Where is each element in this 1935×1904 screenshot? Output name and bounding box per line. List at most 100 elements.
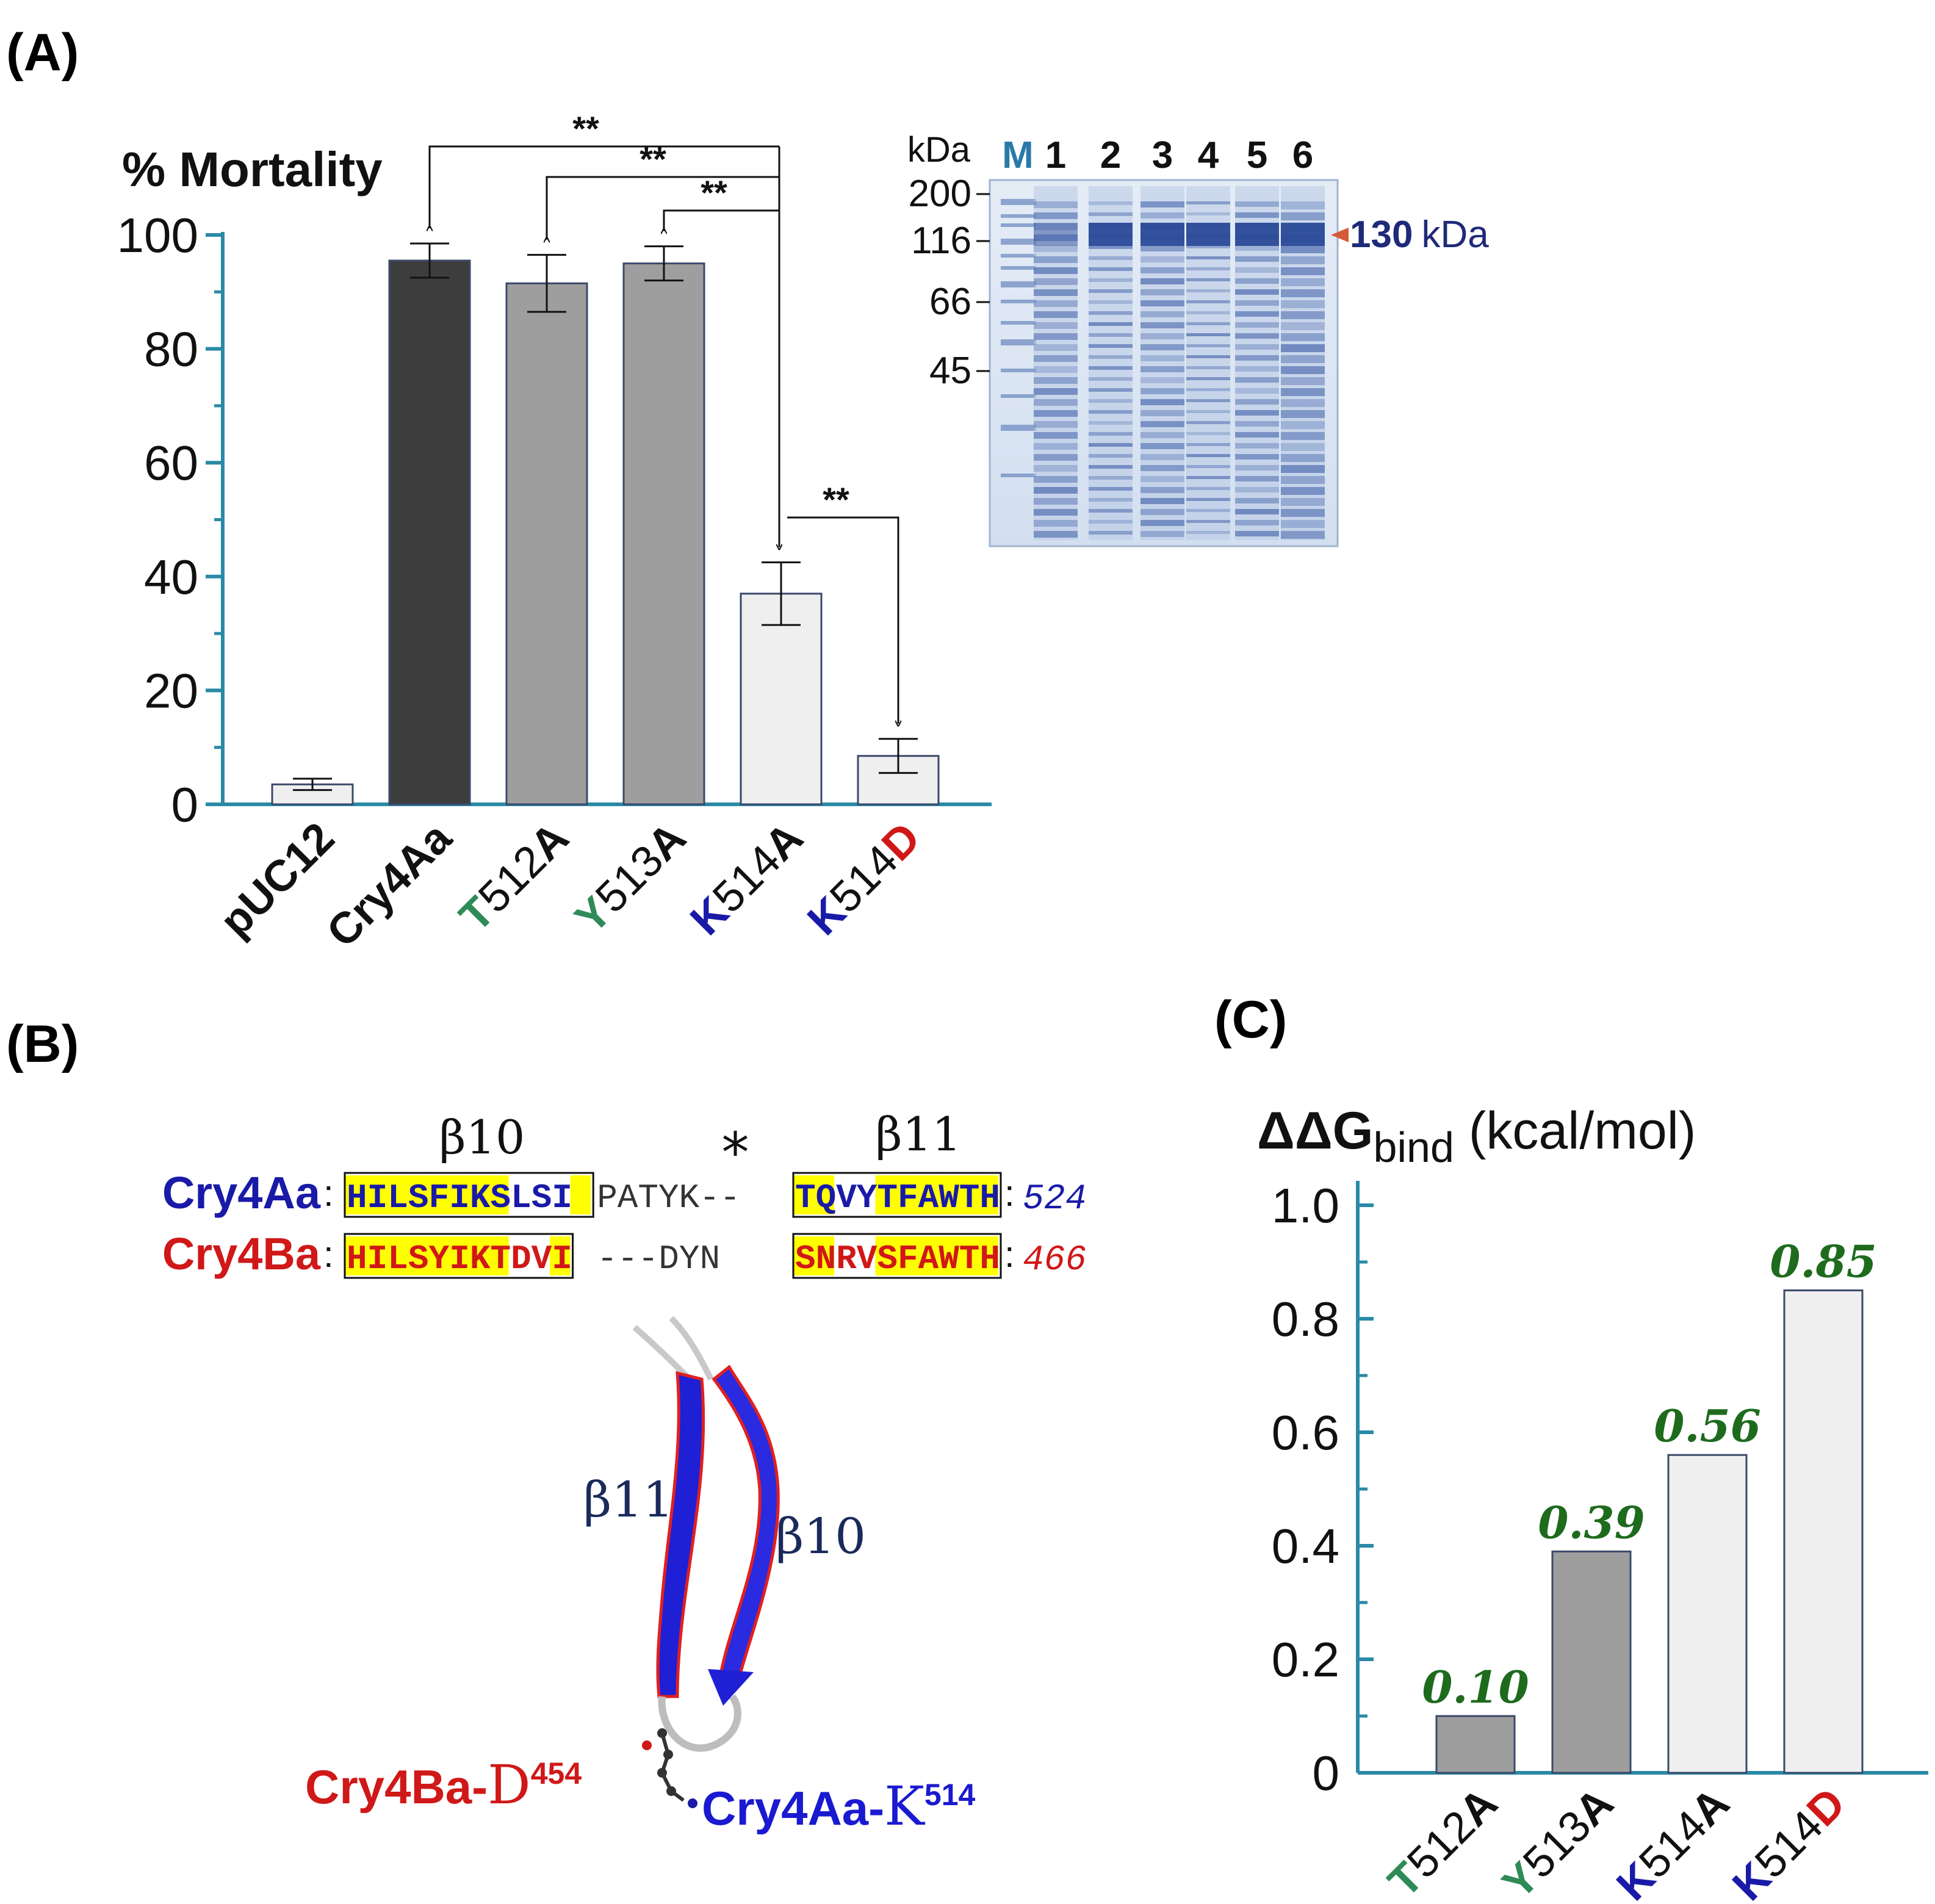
alignment-highlight — [957, 1175, 978, 1214]
band-size-value: 130 — [1350, 214, 1413, 256]
protein-band — [1186, 487, 1230, 490]
mortality-x-label: Cry4Aa — [317, 813, 461, 957]
protein-band — [1186, 333, 1230, 336]
protein-band — [1034, 355, 1078, 362]
protein-band — [1034, 245, 1078, 252]
alignment-highlight — [406, 1236, 427, 1275]
alignment-block-frame — [792, 1172, 1002, 1218]
alignment-sequence-block: TQVYTFAWTH — [795, 1178, 1000, 1217]
protein-band — [1235, 300, 1279, 306]
protein-band — [1281, 487, 1325, 495]
protein-band — [1186, 443, 1230, 446]
protein-band — [1281, 311, 1325, 319]
protein-band — [1034, 289, 1078, 296]
protein-band — [1281, 520, 1325, 528]
ddg-x-label: K514A — [1607, 1779, 1739, 1904]
protein-band — [1186, 509, 1230, 512]
marker-band — [1001, 474, 1036, 477]
cry4ba-residue-label: Cry4Ba-D454 — [305, 1753, 582, 1816]
gel-lane-label: 5 — [1247, 134, 1267, 176]
beta10-arrow-head — [708, 1669, 754, 1706]
protein-band — [1186, 421, 1230, 424]
protein-band — [1235, 311, 1279, 317]
alignment-highlight — [529, 1175, 550, 1214]
ddg-chart: ΔΔGbind (kcal/mol) 0 0.2 0.4 0.6 0.8 1.0 0.10… — [1257, 1102, 1928, 1904]
loop-trace-bottom — [658, 1694, 741, 1752]
gel-marker-label: 116 — [911, 220, 971, 262]
alignment-end-position: 466 — [1023, 1241, 1086, 1280]
alignment-highlight — [834, 1175, 855, 1214]
protein-band — [1186, 245, 1230, 248]
protein-band — [1186, 311, 1230, 314]
protein-band — [1089, 377, 1133, 381]
alignment-highlight — [957, 1236, 978, 1275]
protein-band — [1140, 289, 1184, 295]
protein-band — [1235, 421, 1279, 427]
protein-band — [1281, 289, 1325, 297]
ribbon-beta10-label: β10 — [776, 1508, 866, 1565]
alignment-highlight — [386, 1236, 406, 1275]
mortality-bar — [271, 783, 354, 806]
protein-band — [1140, 267, 1184, 273]
alignment-highlight — [447, 1236, 468, 1275]
protein-band — [1281, 531, 1325, 539]
mortality-bar — [388, 259, 471, 806]
protein-band — [1089, 443, 1133, 447]
alignment-highlight — [427, 1175, 447, 1214]
beta10-header: β10 — [439, 1110, 525, 1164]
alignment-highlight — [978, 1236, 998, 1275]
protein-band — [1089, 201, 1133, 205]
protein-band — [1281, 278, 1325, 286]
protein-band — [1089, 410, 1133, 414]
protein-band — [1140, 520, 1184, 526]
gel-kda-label: kDa — [907, 130, 971, 170]
protein-band — [1235, 289, 1279, 295]
alignment-colon: : — [323, 1173, 334, 1214]
protein-band — [1089, 421, 1133, 425]
protein-band — [1089, 245, 1133, 249]
gel-lane-label: 3 — [1152, 134, 1173, 176]
marker-band — [1001, 281, 1036, 287]
protein-band — [1089, 256, 1133, 260]
protein-band — [1089, 388, 1133, 392]
protein-band — [1089, 487, 1133, 491]
protein-band — [1034, 322, 1078, 329]
lane-smear — [1034, 186, 1078, 540]
gel-marker-label: 66 — [929, 281, 971, 323]
alignment-sequence-name: Cry4Ba — [162, 1228, 321, 1279]
overexpressed-band — [1186, 223, 1230, 246]
protein-band — [1281, 267, 1325, 275]
alignment-highlight — [550, 1175, 571, 1214]
alignment-highlight — [365, 1236, 386, 1275]
mortality-x-label-part: Cry4Aa — [317, 813, 461, 957]
protein-band — [1235, 399, 1279, 405]
alignment-highlight — [978, 1175, 998, 1214]
cry4aa-residue: K — [884, 1775, 926, 1837]
protein-band — [1089, 333, 1133, 337]
protein-band — [1034, 256, 1078, 263]
marker-band — [1001, 223, 1036, 227]
alignment-highlight — [406, 1175, 427, 1214]
ddg-axis-title-sub: bind — [1374, 1123, 1454, 1171]
atom — [666, 1786, 676, 1796]
alignment-highlight — [896, 1236, 917, 1275]
conserved-star: * — [722, 1121, 749, 1185]
alignment-end-position: 524 — [1023, 1180, 1086, 1219]
protein-band — [1281, 432, 1325, 440]
overexpressed-band — [1235, 223, 1279, 246]
ddg-axis-title-main: ΔΔG — [1257, 1102, 1374, 1160]
protein-band — [1235, 366, 1279, 372]
protein-band — [1281, 256, 1325, 264]
protein-band — [1235, 212, 1279, 218]
protein-band — [1034, 344, 1078, 351]
alignment-highlight — [916, 1175, 937, 1214]
protein-band — [1034, 498, 1078, 505]
band-size-unit: kDa — [1421, 214, 1489, 256]
mortality-title-text: % Mortality — [122, 142, 383, 197]
alignment-highlight — [813, 1236, 835, 1275]
marker-band — [1001, 394, 1036, 398]
alignment-sequence-block: HILSYIKTDVI — [347, 1239, 572, 1278]
protein-band — [1235, 267, 1279, 273]
protein-band — [1235, 245, 1279, 251]
